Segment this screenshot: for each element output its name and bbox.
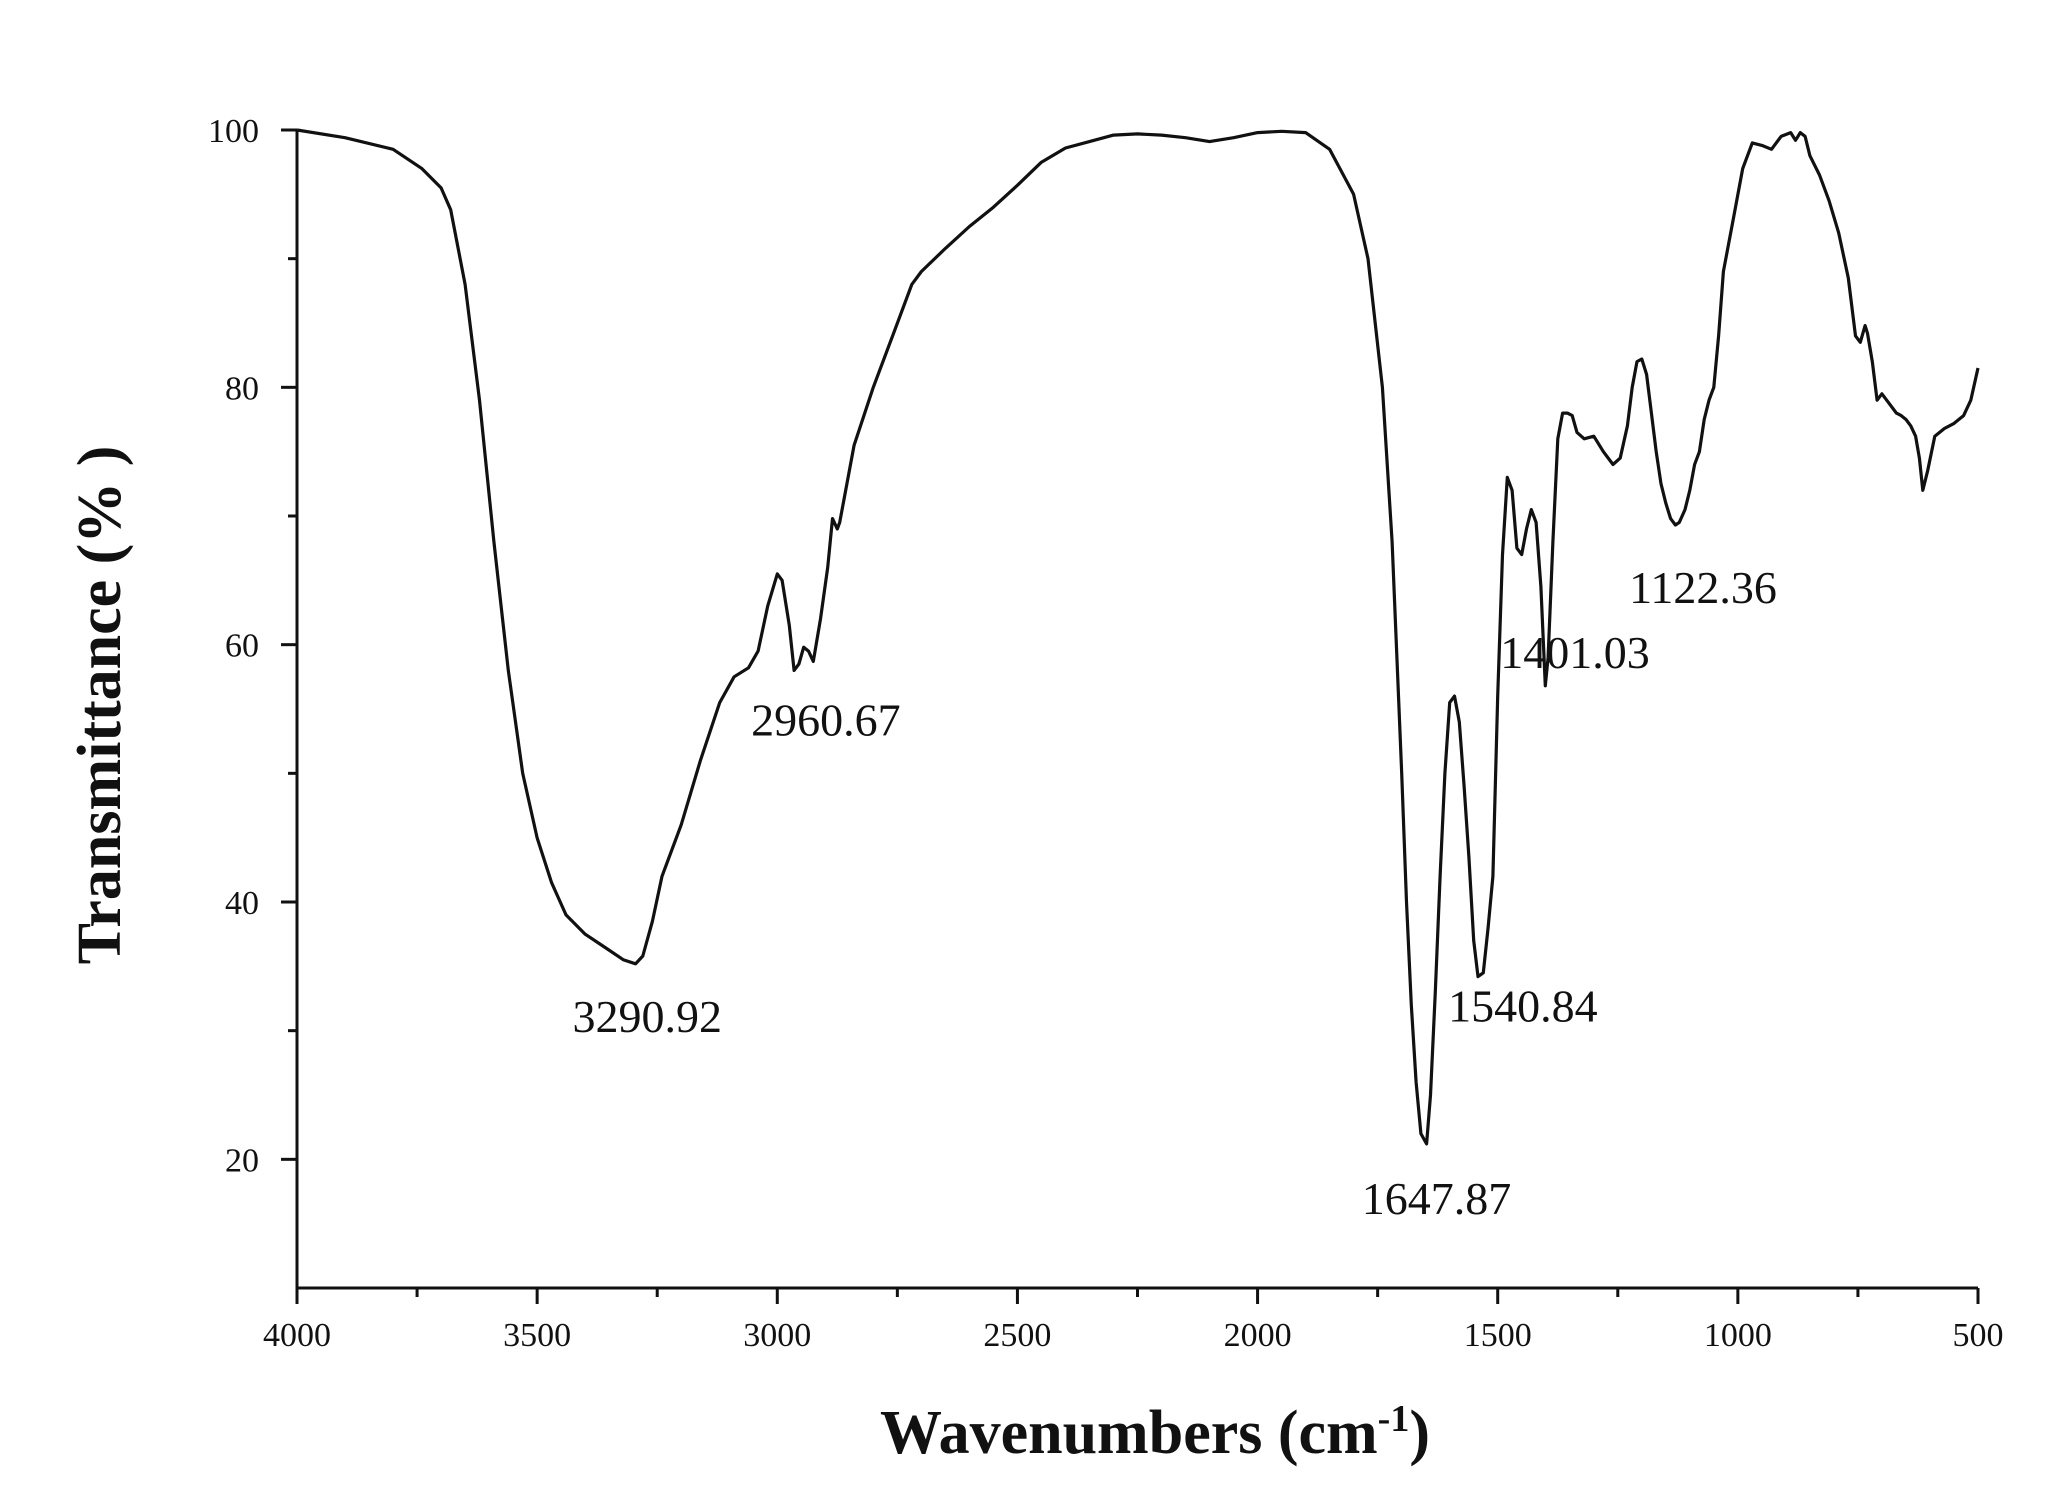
x-axis-title-close: ): [1409, 1399, 1430, 1467]
x-axis-title-main: Wavenumbers (cm: [880, 1399, 1378, 1467]
peak-label: 1540.84: [1448, 981, 1598, 1032]
y-tick-label: 80: [225, 370, 259, 407]
y-axis-title: Transmittance (% ): [66, 446, 134, 965]
x-tick-label: 1500: [1464, 1317, 1532, 1354]
y-tick-label: 100: [208, 113, 259, 150]
peak-label: 1647.87: [1362, 1173, 1512, 1224]
x-tick-label: 2000: [1224, 1317, 1292, 1354]
peak-label: 2960.67: [751, 694, 901, 745]
peak-label: 1122.36: [1629, 562, 1777, 613]
x-tick-label: 500: [1953, 1317, 2004, 1354]
spectrum-line: [296, 128, 1980, 1146]
ticks: [281, 128, 1980, 1304]
x-tick-label: 3000: [743, 1317, 811, 1354]
x-tick-label: 3500: [503, 1317, 571, 1354]
x-tick-label: 2500: [983, 1317, 1051, 1354]
tick-labels: 4000 3500 3000 2500 2000 1500 1000 500 20 40 60 80 1…: [208, 113, 2004, 1354]
x-axis-title: Wavenumbers (cm-1): [880, 1398, 1430, 1467]
peak-labels: 3290.92 2960.67 1647.87 1540.84 1401.03 1122.…: [573, 562, 1777, 1224]
peak-label: 1401.03: [1500, 627, 1650, 678]
y-tick-label: 20: [225, 1142, 259, 1179]
y-tick-label: 60: [225, 628, 259, 665]
x-axis-title-sup: -1: [1378, 1398, 1410, 1440]
x-tick-label: 4000: [263, 1317, 331, 1354]
peak-label: 3290.92: [573, 991, 723, 1042]
y-tick-label: 40: [225, 885, 259, 922]
x-tick-label: 1000: [1704, 1317, 1772, 1354]
